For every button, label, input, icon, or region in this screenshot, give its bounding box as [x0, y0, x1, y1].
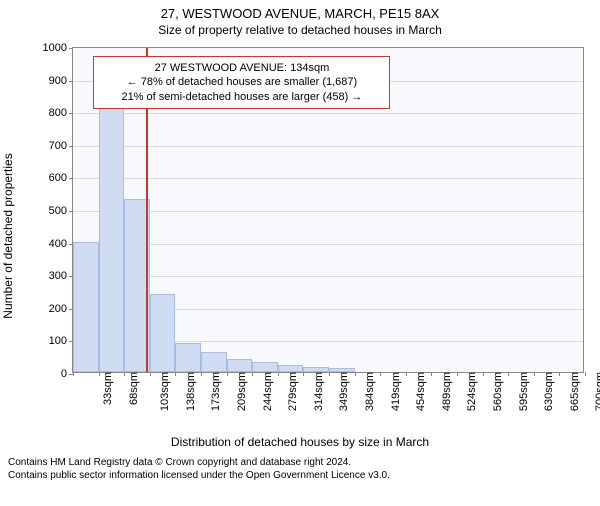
y-tick-label: 800 — [49, 107, 73, 119]
annotation-line: ← 78% of detached houses are smaller (1,… — [100, 75, 383, 89]
histogram-bar — [278, 365, 304, 372]
chart-title: 27, WESTWOOD AVENUE, MARCH, PE15 8AX — [0, 6, 600, 21]
x-tick-mark — [534, 372, 535, 376]
y-tick-label: 0 — [61, 368, 73, 380]
x-tick-label: 33sqm — [98, 372, 114, 405]
x-tick-mark — [585, 372, 586, 376]
annotation-line: 27 WESTWOOD AVENUE: 134sqm — [100, 61, 383, 75]
chart-subtitle: Size of property relative to detached ho… — [0, 23, 600, 37]
x-tick-mark — [99, 372, 100, 376]
plot-region: 0100200300400500600700800900100033sqm68s… — [72, 47, 584, 373]
chart-area: Number of detached properties 0100200300… — [30, 41, 590, 431]
x-tick-label: 68sqm — [124, 372, 140, 405]
histogram-bar — [99, 101, 125, 372]
x-tick-label: 314sqm — [309, 372, 325, 411]
x-tick-label: 524sqm — [462, 372, 478, 411]
x-tick-label: 419sqm — [386, 372, 402, 411]
x-tick-mark — [201, 372, 202, 376]
y-tick-label: 500 — [49, 205, 73, 217]
x-tick-label: 595sqm — [514, 372, 530, 411]
y-tick-label: 400 — [49, 238, 73, 250]
x-tick-label: 630sqm — [540, 372, 556, 411]
x-tick-mark — [559, 372, 560, 376]
x-tick-label: 560sqm — [489, 372, 505, 411]
y-tick-label: 1000 — [43, 42, 73, 54]
x-tick-mark — [406, 372, 407, 376]
histogram-bar — [201, 352, 227, 372]
histogram-bar — [175, 343, 201, 372]
x-tick-mark — [457, 372, 458, 376]
gridline — [73, 178, 583, 179]
x-tick-mark — [508, 372, 509, 376]
footer-attribution: Contains HM Land Registry data © Crown c… — [8, 457, 600, 482]
footer-line-2: Contains public sector information licen… — [8, 470, 600, 483]
x-tick-label: 384sqm — [360, 372, 376, 411]
x-tick-mark — [380, 372, 381, 376]
gridline — [73, 146, 583, 147]
x-tick-mark — [150, 372, 151, 376]
x-tick-label: 138sqm — [181, 372, 197, 411]
y-tick-label: 900 — [49, 75, 73, 87]
x-tick-label: 279sqm — [284, 372, 300, 411]
x-tick-mark — [252, 372, 253, 376]
x-tick-mark — [355, 372, 356, 376]
x-tick-mark — [431, 372, 432, 376]
x-tick-mark — [329, 372, 330, 376]
x-tick-label: 349sqm — [335, 372, 351, 411]
chart-container: 27, WESTWOOD AVENUE, MARCH, PE15 8AX Siz… — [0, 6, 600, 506]
x-axis-label: Distribution of detached houses by size … — [0, 435, 600, 449]
x-tick-label: 700sqm — [591, 372, 600, 411]
x-tick-label: 103sqm — [155, 372, 171, 411]
x-tick-mark — [124, 372, 125, 376]
x-tick-mark — [227, 372, 228, 376]
x-tick-mark — [483, 372, 484, 376]
histogram-bar — [252, 362, 278, 372]
x-tick-label: 665sqm — [565, 372, 581, 411]
x-tick-mark — [278, 372, 279, 376]
y-tick-label: 100 — [49, 335, 73, 347]
x-tick-label: 489sqm — [437, 372, 453, 411]
x-tick-mark — [73, 372, 74, 376]
annotation-box: 27 WESTWOOD AVENUE: 134sqm← 78% of detac… — [93, 56, 390, 109]
x-tick-label: 244sqm — [258, 372, 274, 411]
footer-line-1: Contains HM Land Registry data © Crown c… — [8, 457, 600, 470]
histogram-bar — [73, 242, 99, 372]
histogram-bar — [227, 359, 253, 372]
y-axis-label: Number of detached properties — [1, 153, 15, 318]
annotation-line: 21% of semi-detached houses are larger (… — [100, 90, 383, 104]
x-tick-label: 454sqm — [411, 372, 427, 411]
gridline — [73, 113, 583, 114]
x-tick-mark — [175, 372, 176, 376]
y-tick-label: 300 — [49, 270, 73, 282]
y-tick-label: 200 — [49, 303, 73, 315]
histogram-bar — [150, 294, 176, 372]
x-tick-label: 173sqm — [206, 372, 222, 411]
x-tick-mark — [303, 372, 304, 376]
x-tick-label: 209sqm — [233, 372, 249, 411]
y-tick-label: 600 — [49, 172, 73, 184]
y-tick-label: 700 — [49, 140, 73, 152]
